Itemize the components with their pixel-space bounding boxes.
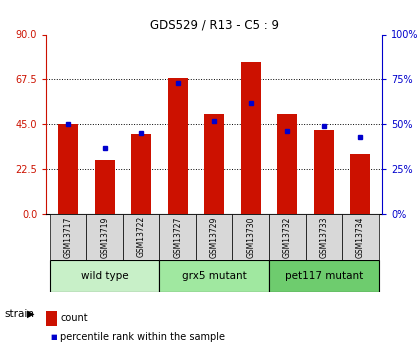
Bar xyxy=(232,214,269,260)
Bar xyxy=(241,62,261,214)
Bar xyxy=(50,260,160,292)
Text: ■: ■ xyxy=(50,334,57,341)
Bar xyxy=(131,134,151,214)
Text: GSM13727: GSM13727 xyxy=(173,216,182,258)
Bar xyxy=(196,214,232,260)
Text: GSM13734: GSM13734 xyxy=(356,216,365,258)
Text: GSM13733: GSM13733 xyxy=(319,216,328,258)
Bar xyxy=(87,214,123,260)
Bar xyxy=(94,160,115,214)
Bar xyxy=(50,214,87,260)
Bar xyxy=(123,214,160,260)
Bar xyxy=(314,130,334,214)
Text: GSM13730: GSM13730 xyxy=(246,216,255,258)
Bar xyxy=(305,214,342,260)
Bar xyxy=(277,114,297,214)
Title: GDS529 / R13 - C5 : 9: GDS529 / R13 - C5 : 9 xyxy=(150,19,279,32)
Text: count: count xyxy=(60,314,88,323)
Text: GSM13717: GSM13717 xyxy=(63,216,73,258)
Text: GSM13722: GSM13722 xyxy=(136,216,146,257)
Bar xyxy=(204,114,224,214)
Bar xyxy=(342,214,378,260)
Bar xyxy=(160,214,196,260)
Text: GSM13732: GSM13732 xyxy=(283,216,292,258)
Bar xyxy=(350,154,370,214)
Text: strain: strain xyxy=(4,309,34,319)
Text: ▶: ▶ xyxy=(27,309,35,319)
Text: pet117 mutant: pet117 mutant xyxy=(285,271,363,281)
Bar xyxy=(168,78,188,214)
Bar xyxy=(269,214,305,260)
Bar xyxy=(269,260,378,292)
Bar xyxy=(160,260,269,292)
Text: grx5 mutant: grx5 mutant xyxy=(182,271,247,281)
Text: GSM13729: GSM13729 xyxy=(210,216,219,258)
Text: percentile rank within the sample: percentile rank within the sample xyxy=(60,333,225,342)
Text: GSM13719: GSM13719 xyxy=(100,216,109,258)
Bar xyxy=(58,124,78,214)
Text: wild type: wild type xyxy=(81,271,129,281)
